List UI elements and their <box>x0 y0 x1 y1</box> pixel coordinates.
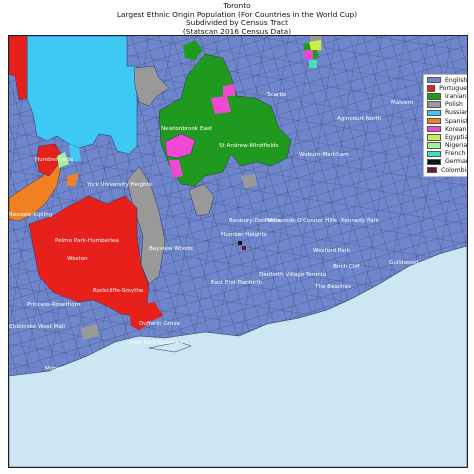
place-label: Parkwoods-O'Connor Hills <box>265 218 337 224</box>
polish-region-north <box>133 65 170 107</box>
iranian-region <box>158 53 292 187</box>
portuguese-region-nw-corner <box>9 36 28 101</box>
egyptian-region <box>309 40 321 50</box>
korean-region-main <box>164 133 196 159</box>
polish-region-corridor <box>126 165 166 285</box>
legend-label: Iranian <box>445 92 467 100</box>
place-label: Princess-Rosethorn <box>27 302 81 308</box>
legend-item-colombian: Colombian <box>424 166 467 174</box>
place-label: Humbermede <box>35 157 74 163</box>
legend-swatch <box>427 85 436 92</box>
title-line-topic: Largest Ethnic Origin Population (For Co… <box>116 9 358 19</box>
place-label: Kennedy Park <box>341 218 380 224</box>
legend-label: Nigerian <box>445 142 468 150</box>
place-label: Weston <box>67 256 88 262</box>
place-label: East End-Danforth <box>211 280 263 286</box>
map-legend: EnglishPortugueseIranianPolishRussianSpa… <box>423 74 468 178</box>
korean-region-south <box>169 160 183 178</box>
place-label: Bayview Woods <box>149 246 193 252</box>
title-line-city: Toronto <box>223 1 251 10</box>
russian-region-small <box>69 144 81 162</box>
russian-region <box>26 36 138 155</box>
legend-label: French <box>445 150 466 158</box>
lake-ontario <box>9 245 467 467</box>
place-label: Pelmo Park-Humberlea <box>55 238 119 244</box>
legend-label: Polish <box>445 101 463 109</box>
map-panel[interactable]: Scarbo Malvern Agincourt North Newtonbro… <box>8 35 468 468</box>
polish-region-mid <box>241 174 257 188</box>
place-label: Mimico <box>45 366 65 372</box>
legend-swatch <box>427 93 441 100</box>
legend-label: Egyptian <box>445 133 468 141</box>
legend-swatch <box>427 101 441 108</box>
legend-swatch <box>427 125 441 133</box>
portuguese-region-north <box>36 143 62 177</box>
legend-item-portuguese: Portuguese <box>424 84 467 92</box>
polish-region-sw <box>81 324 99 340</box>
place-label: Malvern <box>391 100 414 106</box>
legend-label: Colombian <box>441 166 467 174</box>
legend-item-iranian: Iranian <box>424 92 467 100</box>
legend-item-egyptian: Egyptian <box>424 133 468 141</box>
legend-label: Russian <box>445 109 468 117</box>
legend-swatch <box>427 158 441 166</box>
portuguese-region-lake <box>133 302 163 322</box>
place-label: Birch Cliff <box>333 264 360 270</box>
place-label: Guildwood <box>389 260 419 266</box>
title-line-subdivision: Subdivided by Census Tract <box>185 18 288 28</box>
map-title-block: Toronto Largest Ethnic Origin Population… <box>0 1 474 36</box>
place-label: Dufferin Grove <box>139 321 181 327</box>
legend-label: Spanish <box>445 117 468 125</box>
polish-region-east <box>188 183 215 217</box>
toronto-census-tract-map[interactable]: Scarbo Malvern Agincourt North Newtonbro… <box>9 36 467 467</box>
spanish-region-small <box>67 173 79 186</box>
toronto-islands <box>148 341 192 353</box>
place-label: High Park-Swansea <box>129 340 183 346</box>
iranian-region-small <box>183 40 203 60</box>
place-label: Scarbo <box>267 92 287 98</box>
korean-region-ne <box>223 84 235 96</box>
legend-item-english: English <box>424 76 468 84</box>
legend-swatch <box>427 109 441 117</box>
spanish-region <box>9 163 62 222</box>
korean-region-north <box>211 96 231 114</box>
place-label: York University Heights <box>86 182 152 188</box>
french-region <box>309 60 317 68</box>
place-label: Danforth Village-Toronto <box>259 272 327 278</box>
place-label: Wexford Park <box>313 248 351 254</box>
place-label: Etobicoke West Mall <box>9 324 65 330</box>
place-label: Agincourt North <box>337 116 382 122</box>
place-label: St Andrew-Windfields <box>219 143 279 149</box>
legend-swatch <box>427 150 441 158</box>
place-label: The Beaches <box>314 284 351 290</box>
legend-swatch <box>427 166 437 174</box>
legend-swatch <box>427 142 441 149</box>
place-label: Humber Heights <box>221 232 267 238</box>
legend-item-russian: Russian <box>424 109 468 117</box>
legend-item-korean: Korean <box>424 125 467 133</box>
place-label: Rexdale-Kipling <box>9 212 53 218</box>
legend-swatch <box>427 76 441 84</box>
legend-item-french: French <box>424 150 467 158</box>
legend-swatch <box>427 134 441 141</box>
legend-label: German <box>445 158 468 166</box>
legend-label: Portuguese <box>439 84 467 92</box>
title-line-source: (Statscan 2016 Census Data) <box>182 26 292 36</box>
legend-item-spanish: Spanish <box>424 117 468 125</box>
place-label: Newtonbrook East <box>161 126 213 132</box>
place-label: Rockcliffe-Smythe <box>93 288 144 294</box>
german-tract <box>238 241 242 245</box>
legend-swatch <box>427 117 441 125</box>
legend-label: Korean <box>445 125 467 133</box>
place-label: Woburn-Markham <box>299 152 349 158</box>
nigerian-region <box>57 152 69 168</box>
korean-region-east <box>305 50 313 60</box>
legend-item-nigerian: Nigerian <box>424 142 468 150</box>
legend-label: English <box>445 76 468 84</box>
legend-item-polish: Polish <box>424 101 467 109</box>
legend-item-german: German <box>424 158 468 166</box>
colombian-tract <box>242 246 246 250</box>
place-label: Banbury-Don Mills <box>229 218 280 224</box>
